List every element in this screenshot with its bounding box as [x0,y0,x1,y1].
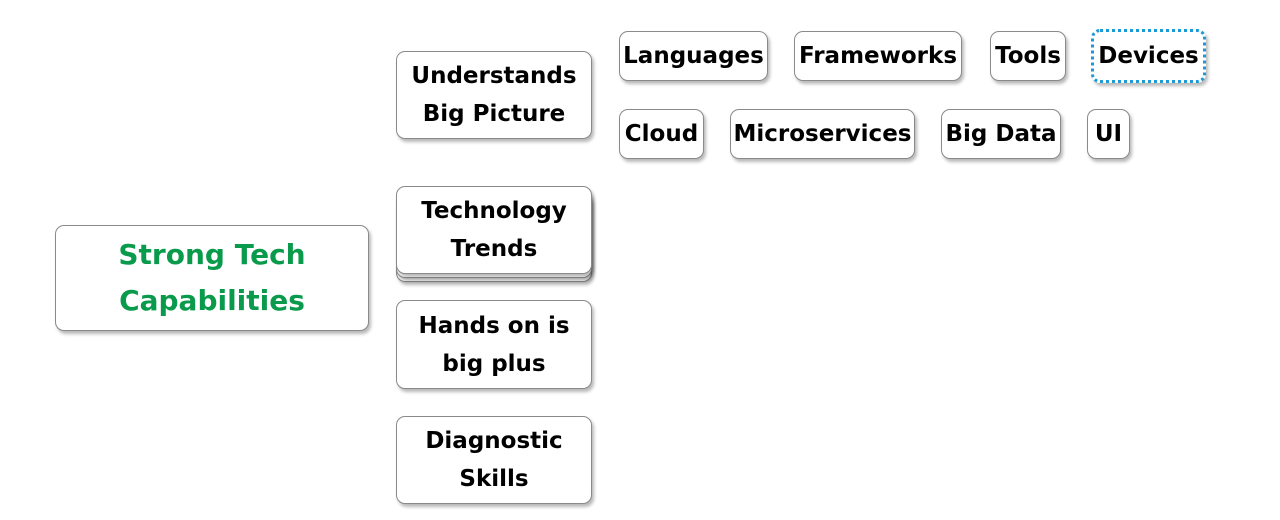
topic-node-devices[interactable]: Devices [1091,29,1206,83]
topic-node-frameworks[interactable]: Frameworks [794,31,962,81]
child-node-diagnostic-skills[interactable]: Diagnostic Skills [396,416,592,504]
child-node-label-line1: Technology [421,198,567,224]
root-node-strong-tech-capabilities[interactable]: Strong Tech Capabilities [55,225,369,331]
child-node-hands-on-is-big-plus[interactable]: Hands on is big plus [396,300,592,389]
topic-node-label: Cloud [624,121,699,147]
child-node-label-line1: Diagnostic [425,428,563,454]
topic-node-label: Tools [995,43,1061,69]
topic-node-label: Devices [1098,43,1199,69]
topic-node-languages[interactable]: Languages [619,31,768,81]
root-node-label-line2: Capabilities [119,284,305,317]
child-node-label-line1: Hands on is [418,312,570,339]
root-node-label-line1: Strong Tech [118,238,306,271]
topic-node-cloud[interactable]: Cloud [619,109,704,159]
child-node-technology-trends[interactable]: Technology Trends [396,186,592,274]
topic-node-ui[interactable]: UI [1087,109,1130,159]
topic-node-microservices[interactable]: Microservices [730,109,915,159]
child-node-label-line2: Trends [450,236,538,262]
topic-node-label: Microservices [733,121,912,147]
child-node-label-line2: big plus [442,350,546,377]
topic-node-big-data[interactable]: Big Data [941,109,1061,159]
child-node-understands-big-picture[interactable]: Understands Big Picture [396,51,592,139]
topic-node-label: Languages [623,43,764,69]
child-node-label-line2: Big Picture [422,101,566,127]
topic-node-tools[interactable]: Tools [990,31,1066,81]
topic-node-label: Frameworks [798,43,958,69]
topic-node-label: Big Data [945,121,1057,147]
child-node-label-line2: Skills [459,466,529,492]
child-node-label-line1: Understands [411,63,577,89]
topic-node-label: UI [1094,121,1123,147]
